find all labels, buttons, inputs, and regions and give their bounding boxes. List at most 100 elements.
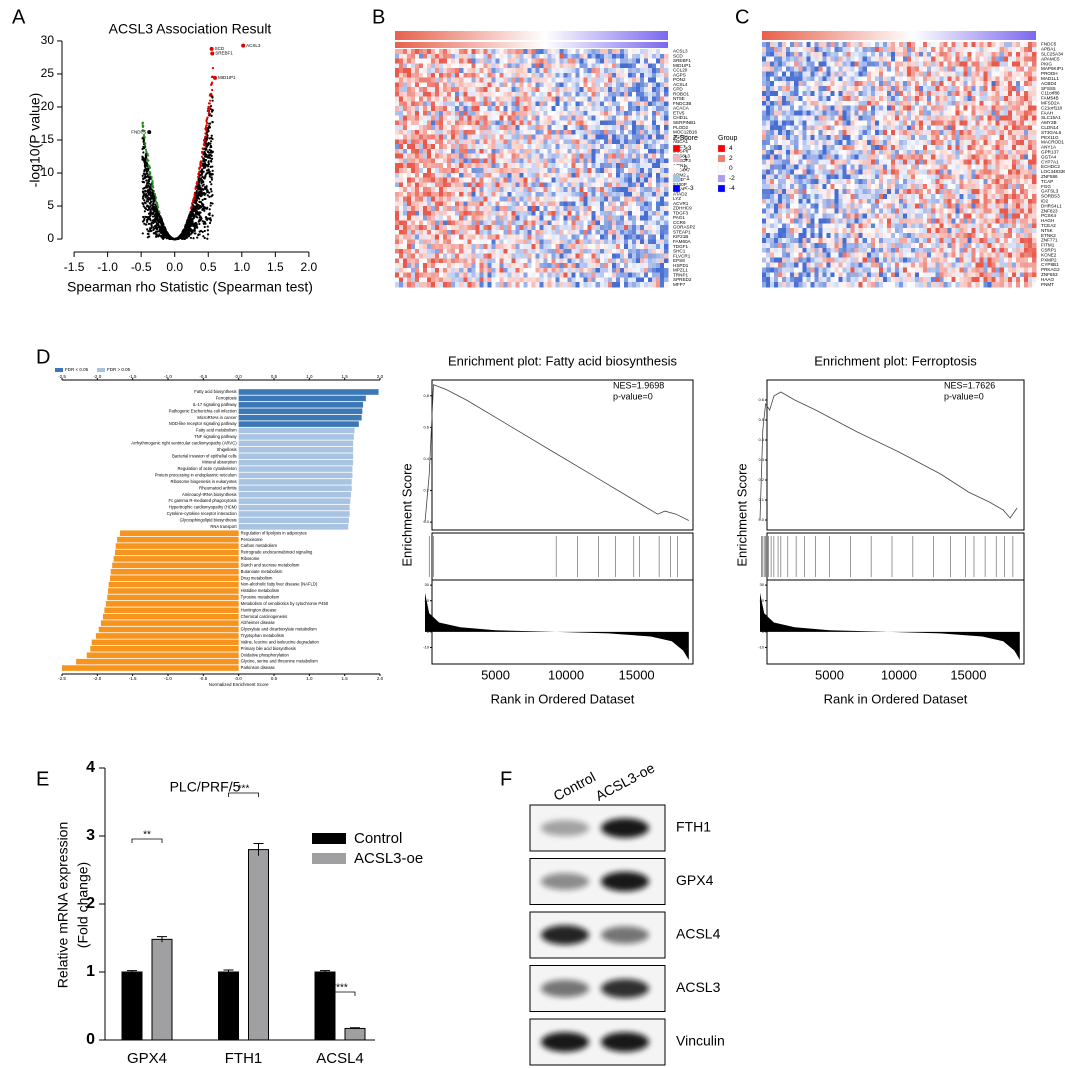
heatmap-cell [423,134,428,140]
heatmap-cell [535,72,540,78]
heatmap-cell [427,115,432,121]
heatmap-cell [611,158,617,164]
heatmap-cell [591,239,597,245]
heatmap-cell [655,87,661,93]
heatmap-cell [543,172,548,178]
heatmap-cell [567,187,572,193]
heatmap-cell [423,234,428,240]
heatmap-cell [427,120,432,126]
heatmap-cell [407,182,412,188]
heatmap-cell [647,53,653,59]
heatmap-cell [487,244,492,250]
heatmap-cell [447,244,452,250]
heatmap-cell [459,215,464,221]
heatmap-cell [431,139,436,145]
background-point [201,180,204,183]
heatmap-cell [647,139,653,145]
heatmap-cell [403,196,408,202]
heatmap-cell [631,110,637,116]
background-point [145,215,148,219]
heatmap-cell [503,120,508,126]
heatmap-cell [651,172,657,178]
heatmap-cell [395,125,400,131]
heatmap-cell [435,210,440,216]
heatmap-cell [475,196,480,202]
heatmap-cell [395,134,400,140]
heatmap-cell [447,163,452,169]
heatmap-cell [515,153,520,159]
heatmap-cell [563,106,568,112]
heatmap-cell [419,225,424,231]
heatmap-cell [471,229,476,235]
heatmap-cell [627,96,633,102]
heatmap-cell [515,72,520,78]
background-point [145,168,148,172]
heatmap-cell [579,187,584,193]
heatmap-cell [475,234,480,240]
x-tick-label: -0.5 [131,260,152,274]
heatmap-cell [559,87,564,93]
heatmap-cell [599,148,605,155]
heatmap-cell [643,120,649,126]
background-point [201,193,204,196]
heatmap-cell [507,144,512,150]
background-point [158,234,161,237]
heatmap-cell [443,187,448,193]
heatmap-cell [595,77,601,83]
background-point [193,228,196,231]
heatmap-cell [415,153,420,159]
heatmap-cell [399,125,404,131]
heatmap-cell [511,125,516,131]
heatmap-cell [559,53,564,59]
category-label: Oxidative phosphorylation [241,652,290,657]
heatmap-cell [651,239,657,245]
heatmap-cell [411,82,416,88]
heatmap-cell [499,101,504,107]
background-point [195,192,198,195]
heatmap-cell [651,153,657,159]
heatmap-cell [531,91,536,97]
heatmap-cell [599,220,605,226]
heatmap-cell [551,68,556,74]
heatmap-cell [643,87,649,93]
heatmap-cell [427,49,432,55]
heatmap-cell [443,220,448,226]
heatmap-cell [487,63,492,69]
heatmap-cell [623,139,629,145]
heatmap-cell [491,120,496,126]
heatmap-cell [459,182,464,188]
background-point [142,156,145,160]
heatmap-cell [595,148,601,155]
background-point [193,209,196,212]
heatmap-cell [407,206,412,212]
heatmap-cell [451,229,456,235]
heatmap-cell [615,72,621,78]
heatmap-cell [639,206,645,212]
heatmap-cell [431,168,436,174]
heatmap-cell [451,215,456,221]
ranked-metric [425,592,689,660]
heatmap-cell [627,244,633,250]
heatmap-cell [527,134,532,140]
category-label: Chemical carcinogenesis [241,614,288,619]
background-point [164,230,167,234]
heatmap-cell [567,139,572,145]
category-label: Metabolism of xenobiotics by cytochrome … [241,601,329,606]
heatmap-cell [567,91,572,97]
heatmap-cell [475,187,480,193]
heatmap-cell [579,158,584,164]
heatmap-cell [415,68,420,74]
heatmap-cell [579,53,584,59]
heatmap-cell [655,163,661,169]
heatmap-cell [603,120,609,126]
heatmap-cell [627,106,633,112]
heatmap-cell [479,215,484,221]
heatmap-cell [615,191,621,197]
heatmap-cell [507,96,512,102]
y-tick-label: 4 [86,759,95,776]
heatmap-cell [459,110,464,116]
heatmap-cell [639,196,645,202]
heatmap-cell [639,144,645,150]
heatmap-cell [435,172,440,178]
category-label: Pathogenic Escherichia coli infection [169,408,238,413]
